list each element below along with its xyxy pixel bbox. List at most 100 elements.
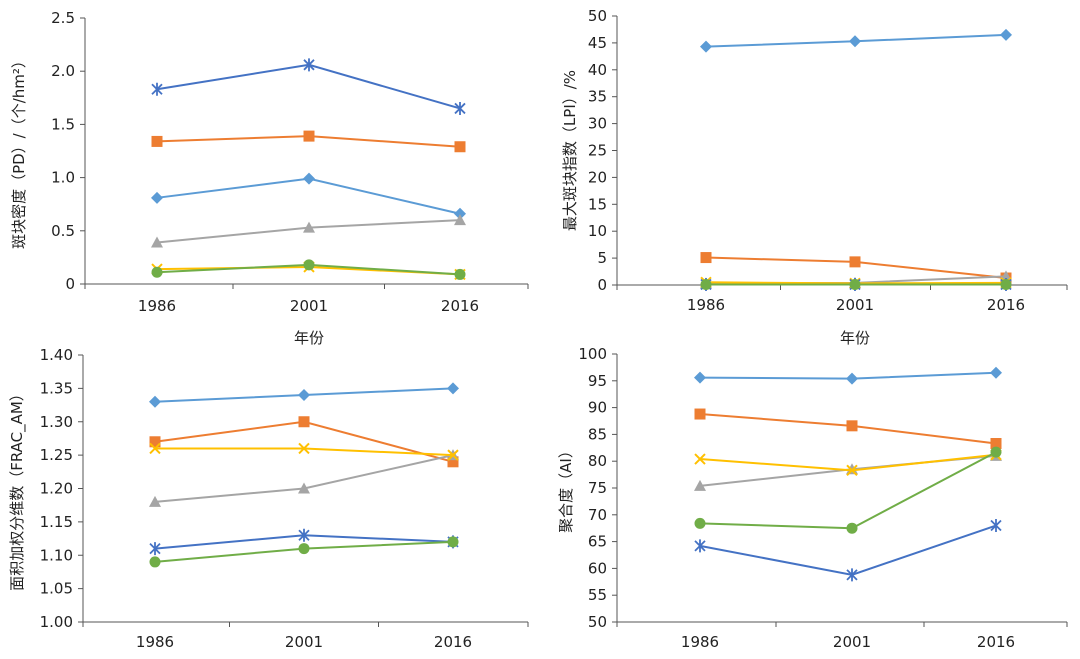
series-line-series-6 <box>699 451 997 530</box>
data-point-series-6 <box>846 522 858 534</box>
data-point-series-2 <box>149 436 161 448</box>
series-line-series-4 <box>699 453 997 472</box>
x-tick-label: 1986 <box>136 633 174 651</box>
x-tick-label: 2001 <box>833 633 871 651</box>
chart-frac: 1.00 1.05 1.10 1.15 1.20 1.25 1.30 1.35 1.40 1986… <box>8 346 529 651</box>
data-point-series-3 <box>454 214 466 226</box>
data-point-series-3 <box>151 236 163 248</box>
data-point-series-2 <box>447 456 459 468</box>
data-point-series-1 <box>151 191 163 204</box>
y-axis-title: 斑块密度（PD）/（个/hm²） <box>10 53 28 249</box>
x-tick-label: 2001 <box>290 297 328 315</box>
y-tick-label: 2.0 <box>51 62 75 80</box>
data-point-series-5 <box>846 568 858 582</box>
y-tick-label: 0.5 <box>51 222 75 240</box>
chart-lpi: 0 5 10 15 20 25 30 35 40 45 50 1986 2001 2016 年份 最大斑块指数… <box>561 7 1068 347</box>
data-point-series-1 <box>149 395 161 408</box>
data-point-series-6 <box>454 268 466 280</box>
data-point-series-2 <box>151 135 163 147</box>
data-point-series-6 <box>151 266 163 278</box>
y-tick-label: 15 <box>588 195 607 213</box>
data-point-series-5 <box>298 528 310 542</box>
y-tick-label: 50 <box>588 7 607 25</box>
y-tick-label: 0 <box>65 275 75 293</box>
data-point-series-1 <box>303 172 315 185</box>
y-tick-label: 45 <box>588 34 607 52</box>
data-point-series-5 <box>694 539 706 553</box>
data-point-series-3 <box>303 221 315 233</box>
data-point-series-1 <box>846 372 858 385</box>
y-tick-label: 50 <box>588 613 607 631</box>
data-point-series-4 <box>298 442 310 455</box>
data-point-series-1 <box>298 389 310 402</box>
y-tick-label: 5 <box>597 249 607 267</box>
x-tick-label: 1986 <box>138 297 176 315</box>
data-point-series-5 <box>990 519 1002 533</box>
data-point-series-4 <box>447 449 459 461</box>
data-point-series-2 <box>454 141 466 153</box>
data-point-series-1 <box>454 207 466 220</box>
y-axis-title: 聚合度（AI） <box>557 443 575 533</box>
x-tick-label: 2016 <box>441 297 479 315</box>
data-point-series-2 <box>694 408 706 420</box>
y-tick-label: 1.00 <box>40 613 73 631</box>
x-axis-title: 年份 <box>294 329 324 347</box>
y-axis-title: 最大斑块指数（LPI）/% <box>561 70 579 231</box>
data-point-series-2 <box>849 256 861 268</box>
y-tick-label: 1.35 <box>40 379 73 397</box>
x-tick-label: 1986 <box>681 633 719 651</box>
data-point-series-4 <box>694 453 706 465</box>
y-tick-label: 1.20 <box>40 480 73 498</box>
data-point-series-3 <box>298 482 310 494</box>
y-tick-label: 60 <box>588 559 607 577</box>
y-tick-label: 1.05 <box>40 580 73 598</box>
y-tick-label: 100 <box>578 345 607 363</box>
y-tick-label: 10 <box>588 222 607 240</box>
y-tick-label: 1.0 <box>51 169 75 187</box>
data-point-series-5 <box>454 101 466 115</box>
chart-ai: 50 55 60 65 70 75 80 85 90 95 100 1986 2001 2016 聚合度（A… <box>557 345 1068 651</box>
y-tick-label: 35 <box>588 88 607 106</box>
y-tick-label: 75 <box>588 479 607 497</box>
x-tick-label: 2016 <box>977 633 1015 651</box>
chart-pd: 0 0.5 1.0 1.5 2.0 2.5 1986 2001 2016 年份 斑块密度（PD）/（… <box>10 9 529 347</box>
data-point-series-5 <box>149 542 161 556</box>
y-tick-label: 1.5 <box>51 115 75 133</box>
y-tick-label: 1.15 <box>40 513 73 531</box>
data-point-series-1 <box>447 382 459 395</box>
y-tick-label: 2.5 <box>51 9 75 27</box>
data-point-series-1 <box>990 366 1002 379</box>
data-point-series-5 <box>303 58 315 72</box>
data-point-series-2 <box>298 416 310 428</box>
x-tick-label: 2016 <box>987 296 1025 314</box>
data-point-series-6 <box>694 517 706 529</box>
y-tick-label: 20 <box>588 168 607 186</box>
y-tick-label: 40 <box>588 61 607 79</box>
y-tick-label: 80 <box>588 452 607 470</box>
data-point-series-6 <box>447 536 459 548</box>
data-point-series-4 <box>846 464 858 477</box>
y-tick-label: 25 <box>588 142 607 160</box>
x-tick-label: 1986 <box>687 296 725 314</box>
data-point-series-1 <box>700 40 712 53</box>
series-line-series-5 <box>156 63 461 110</box>
y-tick-label: 0 <box>597 276 607 294</box>
data-point-series-6 <box>1000 278 1012 290</box>
data-point-series-1 <box>694 371 706 384</box>
data-point-series-2 <box>846 420 858 432</box>
data-point-series-2 <box>700 252 712 264</box>
y-tick-label: 1.30 <box>40 413 73 431</box>
data-point-series-2 <box>990 438 1002 450</box>
data-point-series-1 <box>1000 28 1012 41</box>
data-point-series-4 <box>149 442 161 455</box>
data-point-series-6 <box>700 278 712 290</box>
y-tick-label: 85 <box>588 425 607 443</box>
y-tick-label: 30 <box>588 115 607 133</box>
data-point-series-3 <box>846 463 858 475</box>
y-tick-label: 1.25 <box>40 446 73 464</box>
data-point-series-2 <box>303 130 315 142</box>
x-tick-label: 2001 <box>836 296 874 314</box>
data-point-series-3 <box>694 479 706 491</box>
x-axis-title: 年份 <box>840 329 870 347</box>
